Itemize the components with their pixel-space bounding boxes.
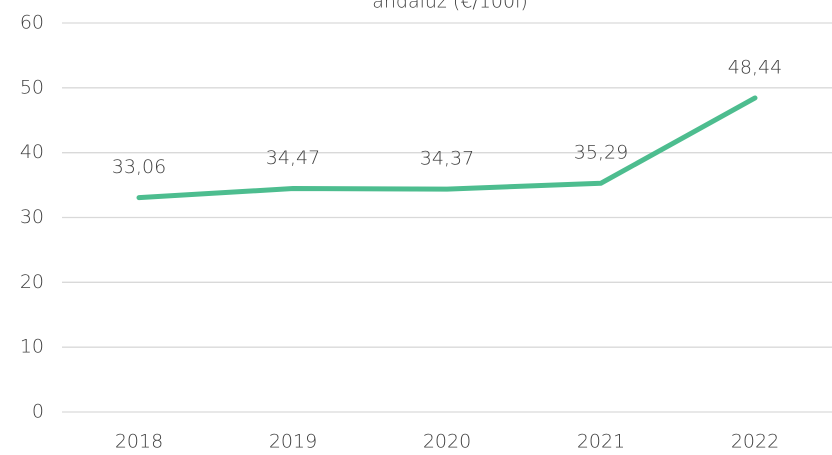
y-tick-label: 30	[20, 206, 44, 228]
chart-title: andaluz (€/100l)	[372, 0, 528, 13]
x-tick-label: 2018	[115, 431, 163, 453]
y-tick-label: 0	[32, 401, 44, 423]
x-tick-label: 2019	[269, 431, 317, 453]
x-tick-label: 2020	[423, 431, 471, 453]
x-tick-label: 2021	[577, 431, 625, 453]
data-label: 48,44	[728, 56, 782, 78]
data-label: 34,47	[266, 147, 320, 169]
y-tick-label: 40	[20, 141, 44, 163]
data-label: 34,37	[420, 148, 474, 170]
y-tick-label: 60	[20, 12, 44, 34]
data-label: 33,06	[112, 156, 166, 178]
y-tick-label: 20	[20, 271, 44, 293]
series-line	[136, 95, 758, 201]
y-tick-label: 10	[20, 336, 44, 358]
data-label: 35,29	[574, 142, 628, 164]
x-tick-label: 2022	[731, 431, 779, 453]
y-tick-label: 50	[20, 76, 44, 98]
